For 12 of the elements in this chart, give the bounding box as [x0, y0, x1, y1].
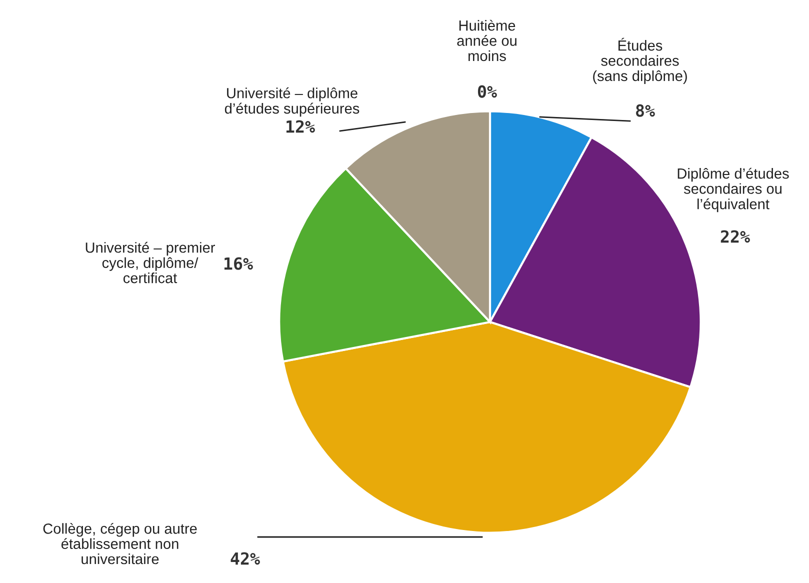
slice-label: Diplôme d’études secondaires ou l’équivalent: [678, 168, 789, 212]
slice-label: Collège, cégep ou autre établissement non universitaire: [43, 522, 197, 564]
data-label: 16%: [224, 257, 253, 270]
slice-label: Université – premier cycle, diplôme/ certificat: [86, 242, 215, 284]
text: 0%: [478, 85, 497, 98]
data-label: 12%: [286, 120, 315, 133]
data-label: 22%: [720, 230, 750, 243]
slice-label: Université – diplôme d’études supérieures: [224, 87, 360, 117]
data-label: 42%: [230, 552, 260, 565]
data-label: 8%: [636, 104, 655, 117]
category-label: Huitième année ou moins: [457, 20, 516, 62]
slice-label: Études secondaires (sans diplôme): [593, 38, 687, 84]
